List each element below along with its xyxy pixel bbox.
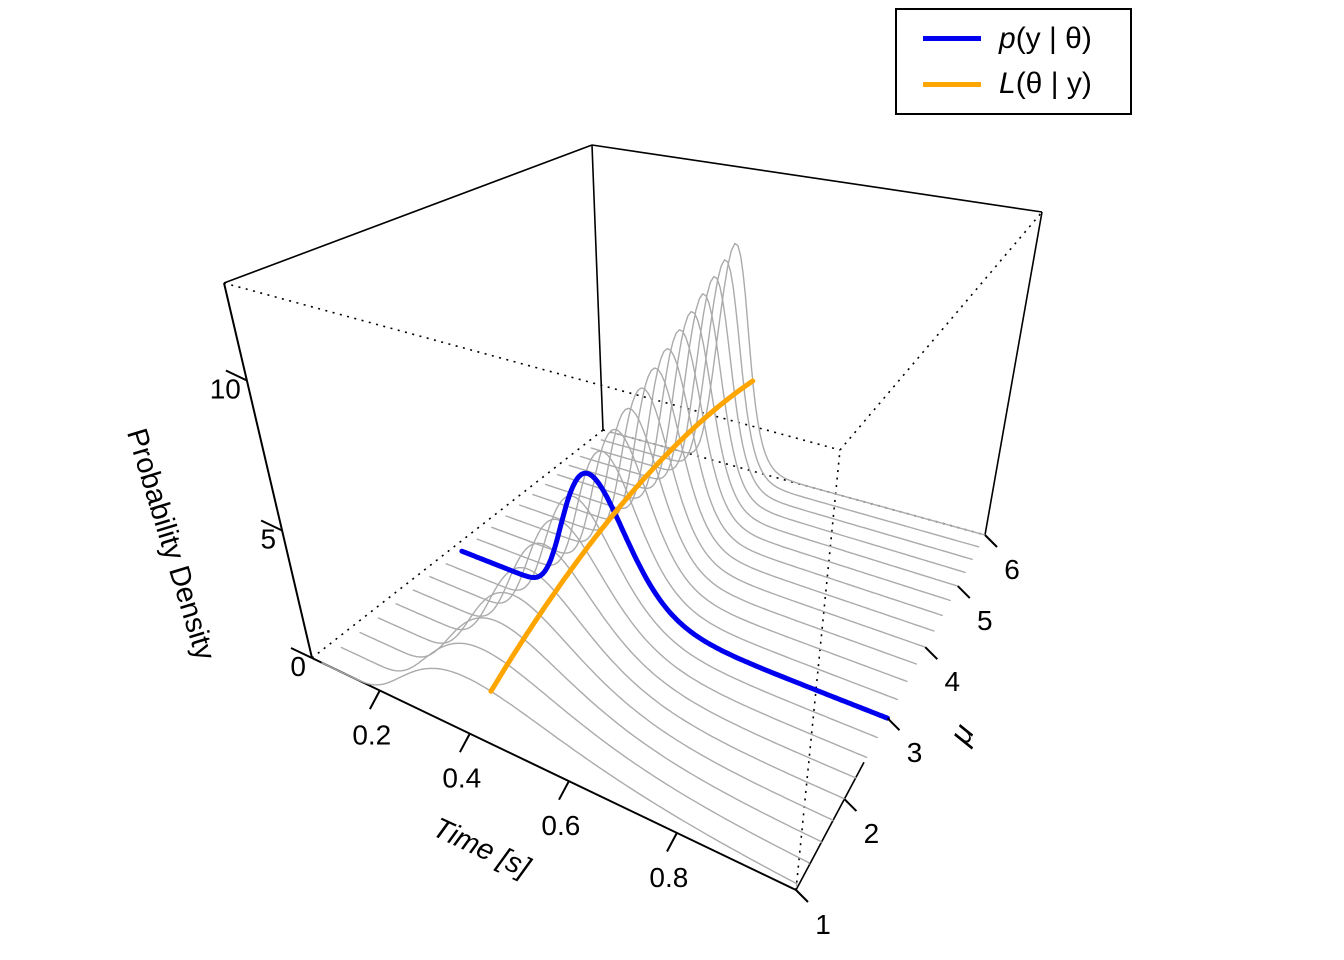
density-curve-mu-4.75 <box>557 329 951 602</box>
density-curve-mu-3.25 <box>476 450 899 701</box>
legend-entry-conditional-density: p(y | θ) <box>923 22 1130 56</box>
legend-line-blue-icon <box>923 36 981 42</box>
box-edge-vertical-back <box>591 144 604 431</box>
legend-label-conditional-density: p(y | θ) <box>999 21 1092 55</box>
y-axis-tick <box>984 534 998 548</box>
density-curve-mu-1.25 <box>340 642 810 865</box>
y-axis-tick <box>886 717 901 731</box>
density-curve-mu-5.75 <box>600 259 980 548</box>
density-curve-mu-3 <box>461 472 889 719</box>
density-curve-mu-2.75 <box>445 495 878 739</box>
density-curve-mu-5.5 <box>590 275 973 560</box>
x-axis-edge <box>311 657 797 891</box>
x-axis-tick <box>666 832 678 852</box>
z-axis-tick-label: 10 <box>210 374 241 405</box>
conditional-density-curve <box>459 470 890 721</box>
density-curve-mu-2 <box>395 566 846 800</box>
y-axis-tick <box>843 798 858 812</box>
box-edge-top-front-right-hidden <box>839 211 1043 451</box>
y-axis-tick-label: 2 <box>864 818 880 849</box>
x-axis-tick-label: 0.8 <box>649 862 688 893</box>
y-axis-edge-partial <box>795 761 865 891</box>
density-curve-mu-4.25 <box>532 367 935 632</box>
x-axis-tick-label: 0.6 <box>541 810 580 841</box>
y-axis-tick <box>924 646 939 660</box>
density-curve-mu-2.5 <box>429 518 868 759</box>
z-axis-tick <box>290 647 313 659</box>
z-axis-tick <box>260 519 283 532</box>
density-curve-mu-2.25 <box>412 542 857 779</box>
box-edge-top-back-left <box>223 144 593 284</box>
density-curve-mu-3.75 <box>505 407 917 665</box>
density-curve-mu-4.5 <box>544 347 943 617</box>
z-axis-tick-label: 0 <box>290 651 306 682</box>
density-curve-mu-4 <box>519 387 926 648</box>
x-axis-tick-label: 0.4 <box>442 763 481 794</box>
legend-label-likelihood: L(θ | y) <box>999 67 1092 101</box>
density-curve-mu-3.5 <box>491 428 908 683</box>
y-axis-tick <box>795 889 809 903</box>
z-axis-edge <box>223 282 313 659</box>
y-axis-tick-label: 5 <box>977 605 993 636</box>
box-edge-top-back-right <box>591 144 1043 213</box>
z-axis-tick-label: 5 <box>261 524 277 555</box>
box-edge-top-front-left-hidden <box>223 282 841 451</box>
box-edge-floor-left-hidden <box>311 429 604 659</box>
x-axis-tick-label: 0.2 <box>352 720 391 751</box>
y-axis-tick-label: 4 <box>945 666 961 697</box>
density-curve-mu-1.5 <box>359 617 822 844</box>
y-axis-tick-label: 6 <box>1004 554 1020 585</box>
legend-entry-likelihood: L(θ | y) <box>923 67 1130 101</box>
density-curve-mu-1.75 <box>377 591 834 822</box>
density-curve-mu-5.25 <box>579 293 966 574</box>
density-curve-mu-5 <box>568 310 959 587</box>
y-axis-tick <box>957 585 971 599</box>
y-axis-tick-label: 3 <box>907 737 923 768</box>
density-curve-mu-6 <box>610 242 986 536</box>
legend: p(y | θ) L(θ | y) <box>895 8 1132 115</box>
density-curve-mu-1 <box>321 662 798 887</box>
likelihood-curve <box>488 378 756 694</box>
x-axis-tick <box>459 733 471 753</box>
x-axis-tick <box>558 780 570 801</box>
x-axis-tick <box>369 690 381 710</box>
box-edge-vertical-right <box>984 211 1043 536</box>
y-axis-tick-label: 1 <box>815 909 831 940</box>
legend-line-orange-icon <box>923 81 981 87</box>
box-edge-vertical-front-hidden <box>795 449 841 891</box>
z-axis-tick <box>225 369 248 382</box>
